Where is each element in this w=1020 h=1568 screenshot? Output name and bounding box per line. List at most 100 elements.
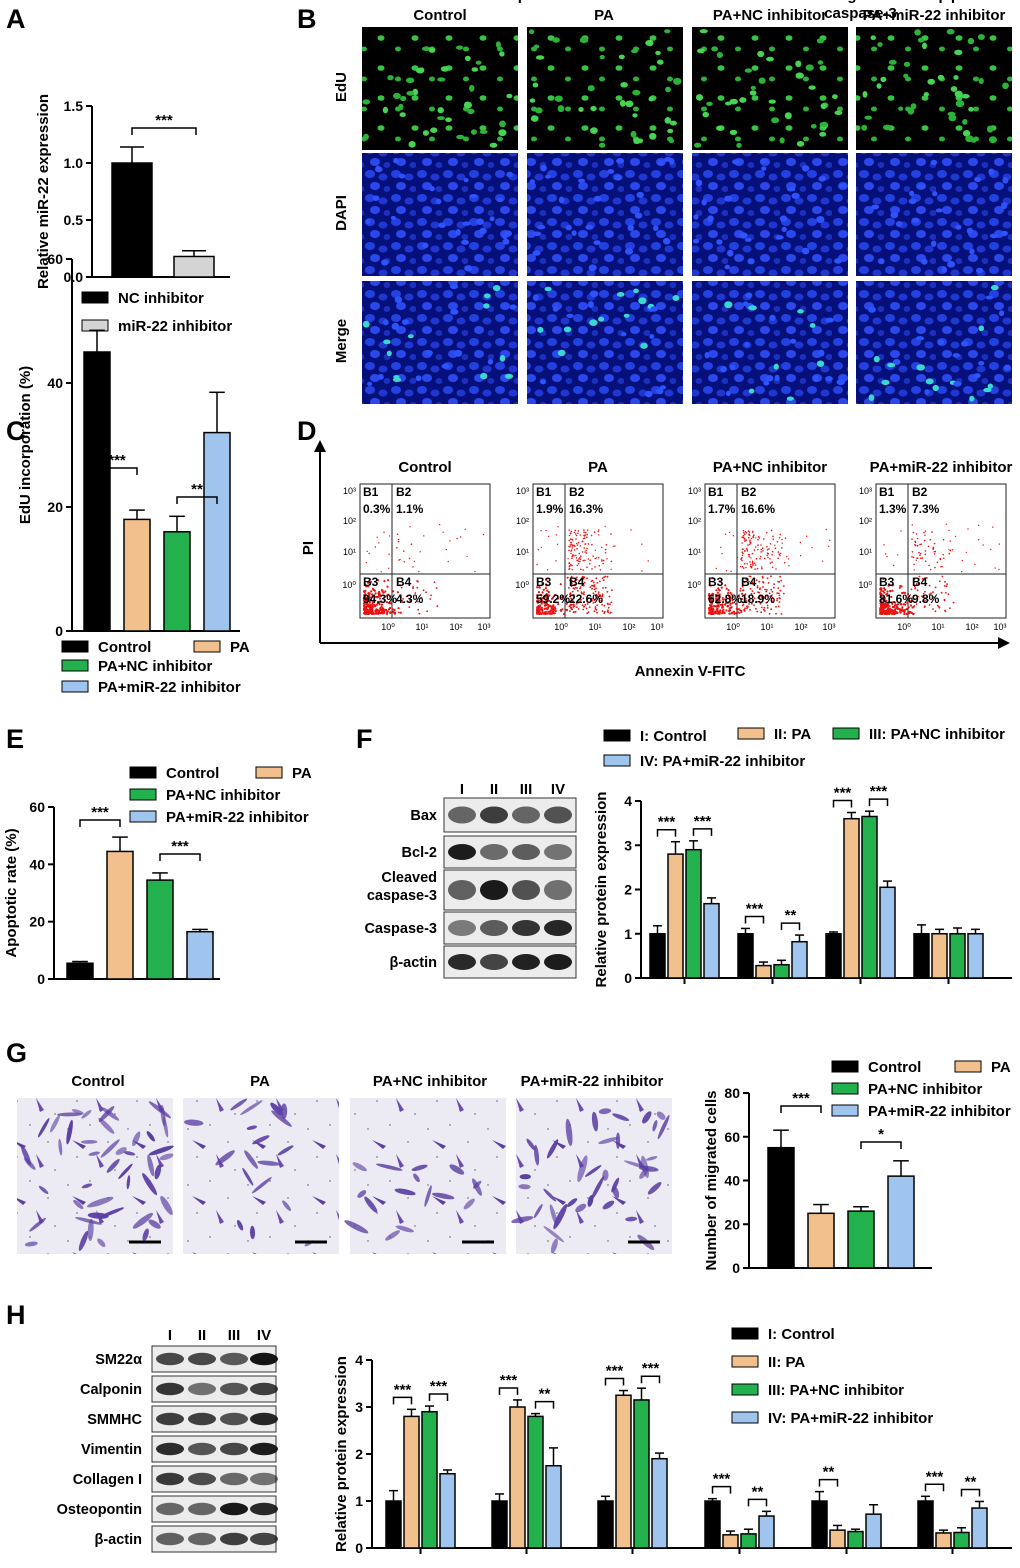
- cell-nucleus: [362, 320, 370, 328]
- flow-event: [767, 556, 769, 559]
- panel-label-b: B: [297, 4, 317, 34]
- cell-nucleus: [773, 363, 779, 370]
- flow-event: [540, 546, 542, 549]
- bar-s2-c0: [685, 848, 702, 979]
- panel-label-f: F: [356, 724, 373, 754]
- blot-band: [480, 954, 508, 970]
- flow-event: [380, 603, 384, 606]
- flow-event: [949, 540, 952, 542]
- cell-nucleus: [391, 322, 400, 330]
- migrated-cell: [566, 1198, 578, 1207]
- flow-event: [909, 611, 912, 614]
- migrated-cell: [598, 1108, 612, 1115]
- flow-event: [576, 587, 578, 589]
- flow-event: [763, 557, 766, 560]
- flow-event: [399, 558, 401, 561]
- cell-nucleus: [672, 295, 680, 301]
- flow-event: [423, 535, 425, 537]
- flow-event: [766, 589, 768, 591]
- significance-bracket: [604, 1377, 625, 1386]
- migrated-cell: [394, 1188, 416, 1196]
- flow-event: [766, 594, 768, 597]
- flow-event: [825, 528, 827, 531]
- flow-event: [397, 538, 400, 541]
- flow-event: [766, 545, 768, 548]
- legend-label: NC inhibitor: [118, 290, 204, 307]
- cell-nucleus: [656, 388, 664, 395]
- cell-nucleus: [648, 96, 654, 102]
- migrated-cell: [277, 1145, 294, 1156]
- flow-event: [609, 603, 611, 606]
- migrated-cell: [49, 1114, 61, 1133]
- flow-event: [978, 539, 980, 541]
- flow-event: [365, 600, 368, 604]
- flow-event: [905, 607, 909, 611]
- flow-event: [557, 526, 559, 528]
- flow-event: [753, 597, 756, 600]
- cell-nucleus: [616, 158, 625, 164]
- flow-event: [546, 569, 549, 571]
- flow-event: [954, 535, 957, 538]
- flow-event: [588, 606, 591, 608]
- flow-event: [788, 565, 790, 567]
- flow-event: [928, 604, 931, 606]
- cell-nucleus: [499, 51, 505, 57]
- significance-label: ***: [171, 838, 189, 855]
- cell-nucleus: [952, 353, 960, 358]
- flow-event: [741, 604, 744, 607]
- flow-event: [772, 566, 774, 569]
- flow-event: [418, 612, 421, 615]
- cell-nucleus: [545, 174, 551, 179]
- cell-nucleus: [817, 60, 824, 65]
- cell-nucleus: [504, 230, 512, 237]
- flow-x-tick: 10³: [993, 622, 1006, 632]
- cell-nucleus: [791, 192, 800, 199]
- flow-event: [586, 547, 588, 550]
- flow-event: [944, 580, 946, 583]
- legend-swatch: [731, 1355, 759, 1368]
- flow-event: [587, 558, 590, 560]
- flow-event: [742, 529, 745, 532]
- flow-event: [594, 590, 597, 593]
- lane-label-II: II: [198, 1327, 206, 1344]
- flow-event: [740, 598, 742, 601]
- flow-event: [599, 595, 602, 598]
- flow-event: [777, 592, 780, 595]
- flow-event: [912, 531, 915, 534]
- cell-nucleus: [557, 105, 565, 113]
- flow-event: [546, 608, 549, 611]
- flow-event: [761, 577, 764, 579]
- bar-s1-c0: [403, 1415, 420, 1549]
- cell-nucleus: [693, 214, 699, 220]
- flow-event: [761, 568, 763, 570]
- flow-event: [727, 594, 730, 598]
- flow-event: [371, 595, 374, 598]
- category-label: Osteopontin: [908, 0, 996, 4]
- migrated-cell: [251, 1177, 272, 1194]
- flow-event: [917, 582, 920, 585]
- flow-event: [376, 579, 380, 582]
- cell-nucleus: [744, 342, 750, 347]
- flow-event: [556, 597, 560, 600]
- flow-event: [923, 531, 925, 534]
- flow-event: [911, 556, 913, 558]
- flow-event: [606, 558, 608, 560]
- cell-nucleus: [786, 396, 795, 401]
- flow-event: [945, 585, 948, 588]
- flow-event: [540, 602, 543, 605]
- flow-event: [581, 540, 584, 543]
- significance-bracket: [818, 1478, 839, 1487]
- flow-event: [385, 608, 388, 612]
- category-label: Bax: [671, 0, 699, 4]
- bar-s2-c2: [861, 815, 878, 979]
- cell-nucleus: [744, 237, 752, 242]
- flow-event: [541, 600, 544, 604]
- flow-x-tick: 10²: [794, 622, 807, 632]
- cell-nucleus: [697, 48, 705, 54]
- legend-swatch: [603, 754, 631, 767]
- flow-event: [748, 533, 751, 535]
- cell-nucleus: [961, 94, 970, 99]
- cell-nucleus: [381, 259, 389, 266]
- cell-nucleus: [825, 376, 833, 382]
- bar-0: [83, 351, 111, 632]
